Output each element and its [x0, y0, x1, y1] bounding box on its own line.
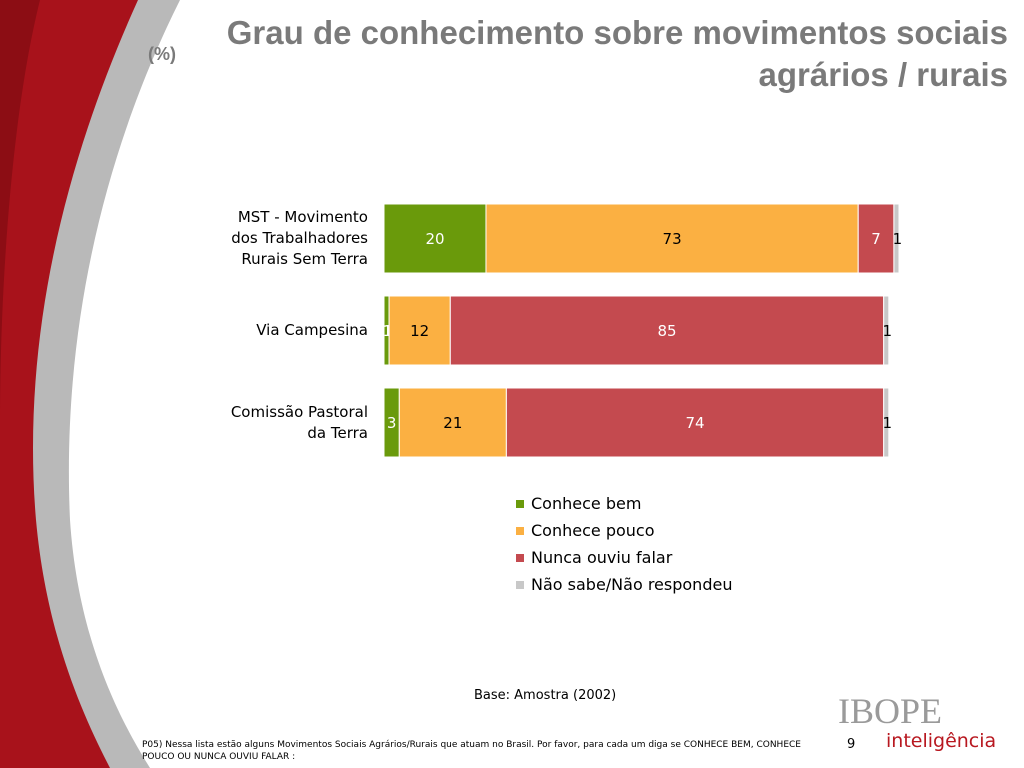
data-label: 85 [657, 322, 676, 340]
bar-segment [505, 387, 885, 458]
legend-item: Conhece pouco [516, 517, 732, 544]
side-decoration [0, 0, 180, 768]
category-label-line: da Terra [307, 423, 368, 442]
data-label: 1 [893, 230, 903, 248]
unit-label: (%) [148, 44, 176, 64]
legend-label: Nunca ouviu falar [531, 548, 673, 567]
legend-label: Não sabe/Não respondeu [531, 575, 733, 594]
category-label: Comissão Pastoral da Terra [168, 402, 368, 444]
chart-title: Grau de conhecimento sobre movimentos so… [226, 14, 1008, 93]
legend-swatch [516, 553, 524, 562]
category-label-line: Comissão Pastoral [230, 402, 368, 421]
ibope-logo-subtitle: inteligência [886, 730, 997, 752]
legend-label: Conhece bem [531, 494, 642, 513]
page-number: 9 [847, 737, 856, 752]
data-label: 12 [410, 322, 429, 340]
side-dark-band [0, 0, 40, 420]
ibope-logo: IBOPE [838, 691, 943, 731]
bar-segment [883, 295, 890, 366]
question-footnote: P05) Nessa lista estão alguns Movimentos… [142, 740, 801, 762]
stacked-bar-chart: 20 73 7 11 12 85 13 21 74 1 [383, 203, 903, 458]
bar-segment [893, 203, 900, 274]
category-label-line: Via Campesina [256, 321, 368, 339]
bar-segment [485, 203, 859, 274]
data-label: 1 [383, 322, 393, 340]
legend-label: Conhece pouco [531, 521, 655, 540]
legend-swatch [516, 580, 524, 589]
category-label-line: dos Trabalhadores [231, 229, 368, 247]
legend-item: Conhece bem [516, 490, 732, 517]
category-label-line: Rurais Sem Terra [241, 250, 368, 268]
chart-legend: Conhece bem Conhece pouco Nunca ouviu fa… [516, 490, 732, 598]
category-label-line: MST - Movimento [237, 208, 368, 226]
data-label: 7 [871, 230, 881, 248]
data-label: 3 [387, 414, 397, 432]
data-label: 1 [882, 414, 892, 432]
category-label: MST - Movimento dos Trabalhadores Rurais S… [168, 207, 368, 270]
bar-segment [398, 387, 507, 458]
side-red-band [0, 0, 138, 768]
legend-item: Nunca ouviu falar [516, 544, 732, 571]
bar-segment [388, 295, 451, 366]
legend-swatch [516, 526, 524, 535]
legend-item: Não sabe/Não respondeu [516, 571, 732, 598]
data-label: 21 [443, 414, 462, 432]
data-label: 20 [425, 230, 444, 248]
bar-segment [383, 203, 487, 274]
legend-swatch [516, 499, 524, 508]
base-note: Base: Amostra (2002) [474, 688, 617, 703]
bar-segment [883, 387, 890, 458]
data-label: 73 [663, 230, 682, 248]
category-label: Via Campesina [168, 320, 368, 341]
data-label: 74 [685, 414, 704, 432]
bar-segment [449, 295, 885, 366]
data-label: 1 [882, 322, 892, 340]
